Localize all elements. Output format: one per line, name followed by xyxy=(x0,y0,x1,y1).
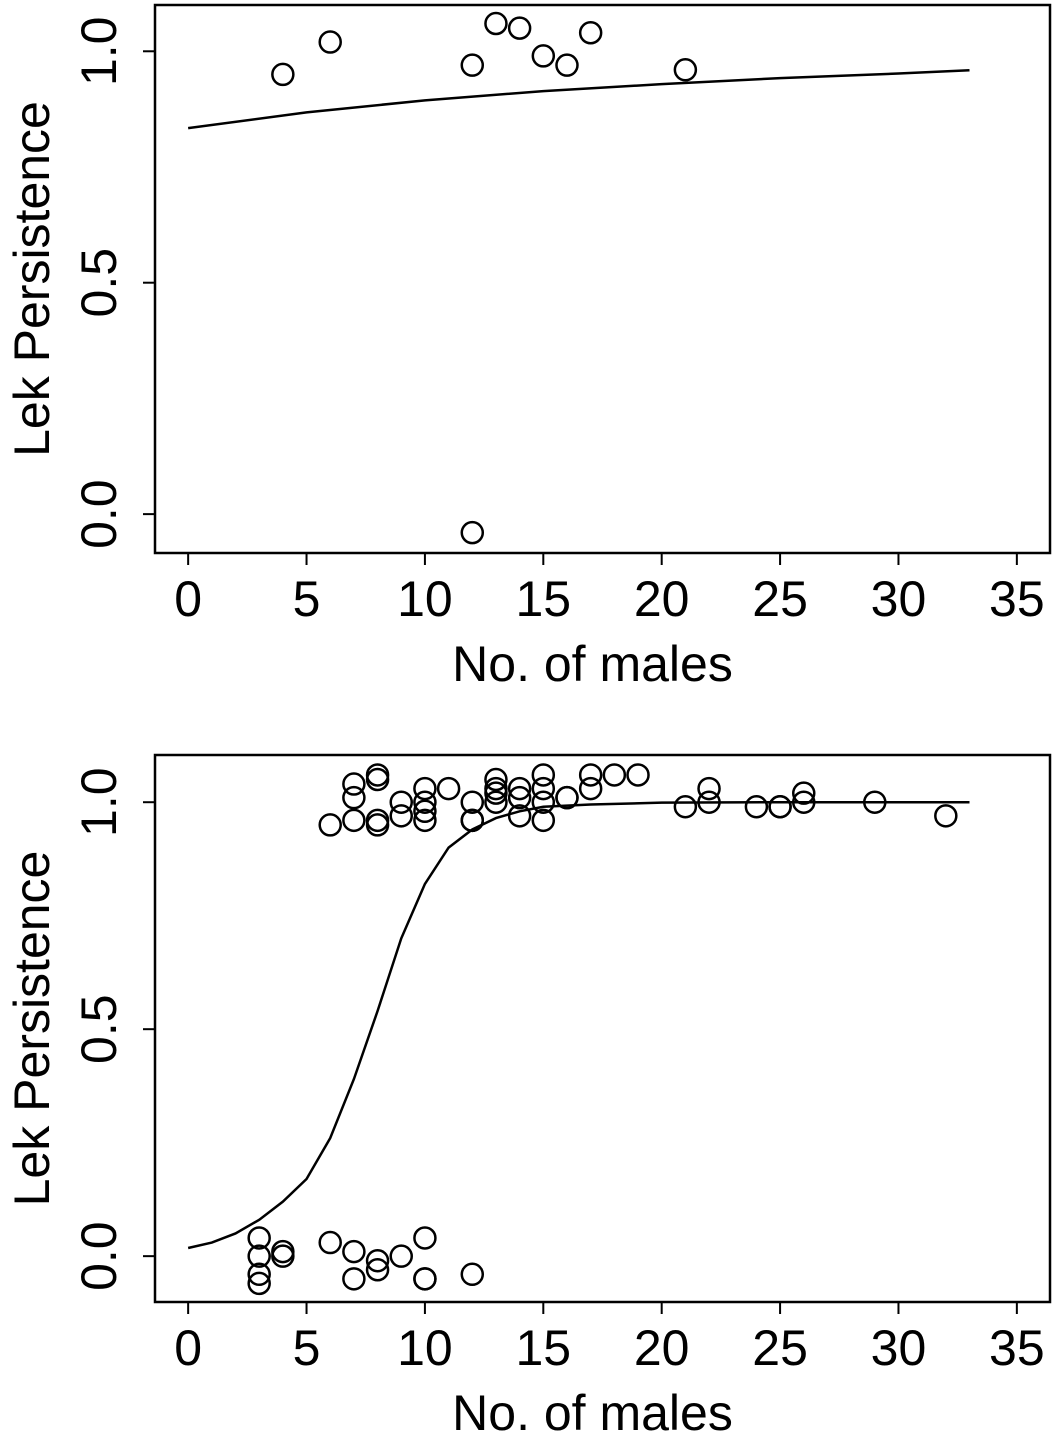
data-point xyxy=(531,808,556,833)
data-point xyxy=(389,804,413,828)
x-tick-label: 20 xyxy=(634,1320,690,1376)
data-point xyxy=(247,1271,271,1296)
data-point xyxy=(507,804,532,828)
data-point xyxy=(413,808,437,833)
data-point xyxy=(365,767,390,792)
fitted-curve xyxy=(187,800,970,1250)
x-tick-label: 30 xyxy=(871,571,927,627)
x-tick-label: 5 xyxy=(293,571,321,627)
data-point xyxy=(365,1248,390,1273)
data-point xyxy=(413,790,437,814)
data-point xyxy=(460,790,485,814)
data-point xyxy=(507,776,532,801)
data-point xyxy=(578,763,603,787)
data-point xyxy=(413,1226,437,1250)
fitted-curve xyxy=(187,69,970,130)
data-point xyxy=(365,1258,390,1282)
data-point xyxy=(271,1244,295,1268)
data-point xyxy=(673,794,698,819)
data-point xyxy=(934,804,958,828)
x-tick-label: 10 xyxy=(397,571,453,627)
data-point xyxy=(484,11,508,36)
data-point xyxy=(531,790,556,814)
data-point xyxy=(484,767,508,792)
data-point xyxy=(507,785,532,810)
data-point xyxy=(673,58,698,82)
data-point xyxy=(365,813,390,837)
y-tick-label: 0.5 xyxy=(71,994,127,1064)
data-point xyxy=(318,1230,342,1255)
data-point xyxy=(555,53,579,77)
data-point xyxy=(768,794,792,819)
data-point xyxy=(484,781,508,805)
data-point xyxy=(792,781,816,805)
y-tick-label: 0.5 xyxy=(71,248,127,318)
data-point xyxy=(247,1226,271,1250)
data-point xyxy=(460,520,485,545)
y-tick-label: 1.0 xyxy=(71,767,127,837)
data-point xyxy=(318,813,342,837)
data-point xyxy=(484,790,508,814)
plot-frame xyxy=(153,753,1052,1304)
data-point xyxy=(365,763,390,787)
data-point xyxy=(555,785,579,810)
x-tick-label: 15 xyxy=(515,1320,571,1376)
data-point xyxy=(342,808,366,833)
data-point xyxy=(365,808,390,833)
data-point xyxy=(460,1262,485,1287)
data-point xyxy=(531,776,556,801)
data-point xyxy=(247,1244,271,1268)
data-point xyxy=(413,1267,437,1291)
x-tick-label: 15 xyxy=(515,571,571,627)
x-tick-label: 35 xyxy=(989,1320,1045,1376)
data-point xyxy=(342,1239,366,1264)
x-tick-label: 30 xyxy=(871,1320,927,1376)
data-point xyxy=(413,799,437,824)
data-point xyxy=(389,1244,413,1268)
x-tick-label: 25 xyxy=(752,1320,808,1376)
y-tick-label: 1.0 xyxy=(71,17,127,87)
data-point xyxy=(271,62,295,87)
x-tick-label: 25 xyxy=(752,571,808,627)
y-axis-title: Lek Persistence xyxy=(4,101,60,457)
data-point xyxy=(626,763,650,787)
x-tick-label: 35 xyxy=(989,571,1045,627)
data-point xyxy=(744,794,769,819)
data-point xyxy=(247,1262,271,1287)
data-point xyxy=(460,53,485,77)
y-axis-title: Lek Persistence xyxy=(4,851,60,1207)
plot-frame xyxy=(153,3,1052,555)
x-axis-title: No. of males xyxy=(452,636,733,692)
data-point xyxy=(342,772,366,796)
data-point xyxy=(342,1267,366,1291)
data-point xyxy=(602,763,627,787)
data-point xyxy=(697,776,721,801)
data-point xyxy=(271,1239,295,1264)
x-tick-label: 20 xyxy=(634,571,690,627)
data-point xyxy=(389,790,413,814)
data-point xyxy=(578,776,603,801)
y-tick-label: 0.0 xyxy=(71,479,127,549)
y-tick-label: 0.0 xyxy=(71,1221,127,1291)
x-axis-title: No. of males xyxy=(452,1385,733,1439)
data-point xyxy=(318,30,342,54)
data-point xyxy=(531,44,556,68)
data-point xyxy=(413,776,437,801)
data-point xyxy=(507,16,532,40)
x-tick-label: 10 xyxy=(397,1320,453,1376)
x-tick-label: 0 xyxy=(174,1320,202,1376)
data-point xyxy=(578,21,603,45)
data-point xyxy=(342,785,366,810)
data-point xyxy=(531,763,556,787)
data-point xyxy=(436,776,461,801)
x-tick-label: 0 xyxy=(174,571,202,627)
x-tick-label: 5 xyxy=(293,1320,321,1376)
